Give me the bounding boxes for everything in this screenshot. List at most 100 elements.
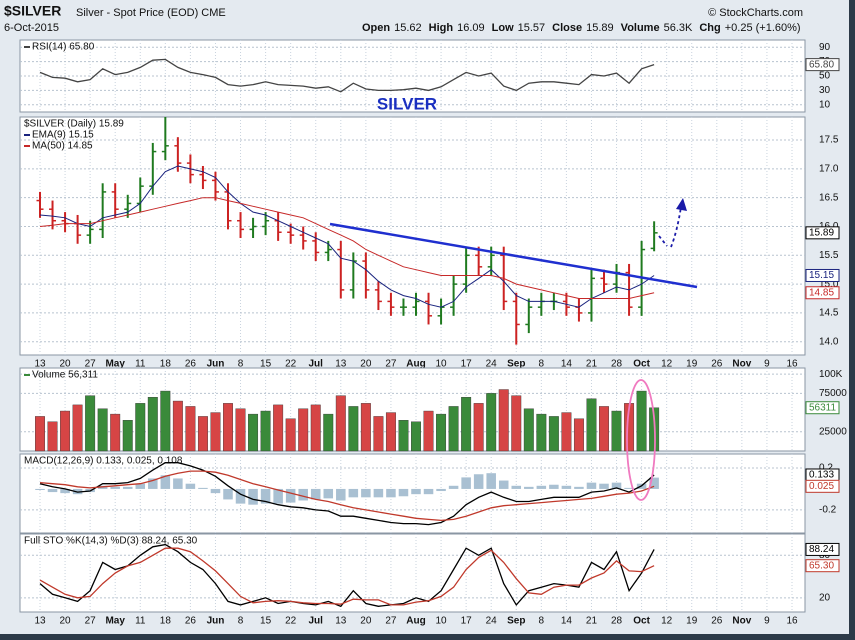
- bar: [198, 487, 208, 489]
- bar: [511, 485, 522, 489]
- source: © StockCharts.com: [708, 7, 803, 19]
- bar: [310, 404, 321, 452]
- bar: [110, 413, 121, 452]
- panels: 1030507090RSI(14) 65.8065.80132027May111…: [19, 39, 847, 627]
- x-tick-label: 18: [160, 616, 172, 627]
- series-line: [39, 165, 655, 308]
- bar: [173, 478, 183, 489]
- bar: [260, 488, 271, 504]
- bar: [649, 477, 659, 489]
- bar: [135, 483, 146, 489]
- legend-entry: MA(50) 14.85: [32, 141, 93, 152]
- x-tick-label: 12: [661, 359, 673, 370]
- bar: [611, 410, 622, 452]
- last-value-label: 15.15: [809, 270, 834, 281]
- dash-mark: [658, 235, 668, 247]
- x-tick-label: 20: [60, 359, 72, 370]
- y-tick-label: 50: [819, 71, 831, 82]
- series-line: [39, 470, 655, 522]
- stat-label: Chg: [699, 22, 720, 34]
- bar: [323, 413, 334, 452]
- bar: [360, 403, 371, 452]
- series-line: [39, 547, 655, 606]
- bar: [35, 488, 45, 490]
- bar: [573, 418, 584, 452]
- bar: [110, 486, 120, 489]
- bar: [273, 488, 283, 504]
- bar: [524, 486, 534, 489]
- bar: [35, 416, 45, 452]
- last-value-label: 65.80: [809, 59, 834, 70]
- y-tick-label: 16.5: [819, 192, 839, 203]
- x-tick-label: Nov: [732, 359, 751, 370]
- bar: [586, 398, 597, 452]
- y-tick-label: 100K: [819, 369, 843, 380]
- last-value-box: [805, 542, 840, 556]
- last-value-box: [805, 559, 840, 573]
- bar: [549, 484, 559, 489]
- bar: [411, 421, 421, 452]
- x-tick-label: 8: [238, 359, 244, 370]
- panel-legend: $SILVER (Daily) 15.89: [24, 119, 124, 130]
- bar: [561, 485, 572, 489]
- bar: [423, 410, 434, 452]
- x-tick-label: 20: [60, 616, 72, 627]
- bar: [185, 406, 196, 452]
- last-value-label: 0.025: [809, 481, 834, 492]
- stat-label: Open: [362, 22, 390, 34]
- x-tick-label: 27: [85, 616, 97, 627]
- bar: [473, 403, 484, 452]
- bar: [624, 487, 634, 489]
- bar: [160, 390, 171, 452]
- bar: [323, 488, 334, 499]
- bar: [486, 393, 497, 452]
- x-tick-label: 8: [539, 359, 545, 370]
- stat-label: Volume: [621, 22, 660, 34]
- last-value-box: [805, 268, 840, 282]
- trendline: [329, 222, 698, 289]
- panel-legend: Full STO %K(14,3) %D(3) 88.24, 65.30: [24, 536, 198, 547]
- last-value-box: [805, 58, 840, 72]
- x-tick-label: 20: [360, 359, 372, 370]
- x-tick-label: 13: [34, 616, 46, 627]
- x-tick-label: Aug: [406, 359, 425, 370]
- x-tick-label: 17: [461, 616, 473, 627]
- bar: [310, 488, 321, 500]
- x-tick-label: 10: [436, 616, 448, 627]
- x-tick-label: Jun: [207, 359, 225, 370]
- x-tick-label: Aug: [406, 616, 425, 627]
- x-tick-label: Jul: [309, 359, 324, 370]
- x-tick-label: 8: [238, 616, 244, 627]
- last-value-label: 88.24: [809, 544, 834, 555]
- bar: [223, 403, 233, 452]
- x-tick-label: 15: [260, 359, 272, 370]
- bar: [586, 482, 597, 489]
- last-value-box: [805, 226, 840, 240]
- bar: [47, 488, 58, 493]
- y-tick-label: -0.2: [819, 505, 837, 516]
- bar: [574, 486, 584, 489]
- y-tick-label: 10: [819, 99, 831, 110]
- last-value-label: 0.133: [809, 470, 834, 481]
- bar: [147, 397, 158, 452]
- x-tick-label: 15: [260, 616, 272, 627]
- x-tick-label: 18: [160, 359, 172, 370]
- x-tick-label: 26: [185, 359, 197, 370]
- window-edge: [0, 634, 855, 640]
- y-tick-label: 20: [819, 592, 831, 603]
- bar: [599, 483, 609, 489]
- x-tick-label: 16: [786, 359, 798, 370]
- stat-value: 15.62: [394, 22, 422, 34]
- x-tick-label: 26: [185, 616, 197, 627]
- last-value-box: [805, 479, 840, 493]
- bar: [335, 395, 346, 452]
- panel-legend: MACD(12,26,9) 0.133, 0.025, 0.108: [24, 456, 183, 467]
- dashed-arrow: [670, 206, 682, 248]
- last-value-box: [805, 286, 840, 300]
- stat-label: High: [429, 22, 454, 34]
- symbol: $SILVER: [4, 3, 61, 19]
- x-tick-label: 26: [711, 616, 723, 627]
- legend-entry: RSI(14) 65.80: [32, 42, 95, 53]
- bar: [60, 410, 71, 452]
- bar: [85, 395, 96, 452]
